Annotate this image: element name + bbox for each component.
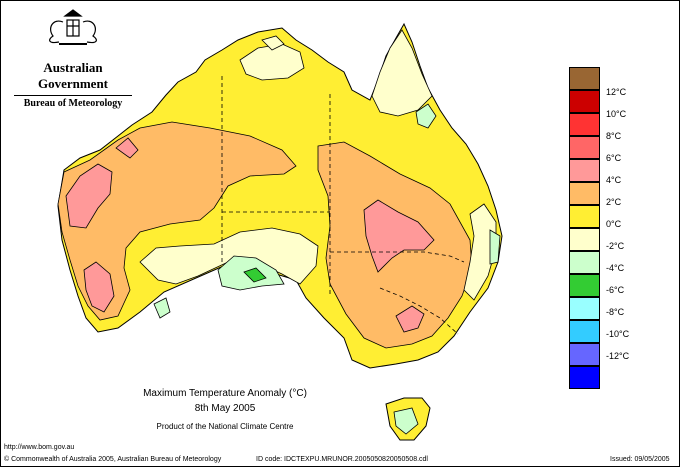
legend-swatch	[569, 343, 600, 366]
bom-url-link[interactable]: http://www.bom.gov.au	[4, 444, 75, 451]
anomaly-neg2-0-sw	[153, 297, 171, 319]
coat-of-arms-icon	[49, 9, 97, 45]
anomaly-neg2-0-queensland	[415, 103, 437, 129]
legend-swatch	[569, 136, 600, 159]
legend-swatch	[569, 228, 600, 251]
legend-swatch	[569, 274, 600, 297]
issued-date: Issued: 09/05/2005	[610, 456, 670, 463]
bom-logo-block: Australian Government Bureau of Meteorol…	[8, 12, 138, 109]
map-producer: Product of the National Climate Centre	[156, 422, 294, 431]
copyright-text: © Commonwealth of Australia 2005, Austra…	[4, 456, 222, 463]
anomaly-6-8-west	[65, 163, 113, 229]
anomaly-0-2-nw-spot	[261, 35, 285, 51]
legend-label: -6°C	[606, 285, 625, 295]
government-title: Australian Government	[37, 60, 109, 91]
legend-label: 10°C	[606, 109, 627, 119]
anomaly-4-6-west	[57, 121, 297, 321]
color-legend	[569, 67, 600, 389]
anomaly-0-2-northeast	[371, 29, 433, 117]
anomaly-0-2-northcentral	[239, 43, 305, 81]
legend-swatch	[569, 67, 600, 90]
anomaly-6-8-east	[363, 199, 435, 273]
legend-swatch	[569, 159, 600, 182]
anomaly-6-8-southwest	[83, 261, 115, 313]
legend-swatch	[569, 182, 600, 205]
anomaly-neg2-0-tasmania	[393, 407, 419, 435]
legend-label: -10°C	[606, 329, 630, 339]
anomaly-6-8-southeast	[395, 305, 425, 333]
legend-label: 6°C	[606, 153, 622, 163]
legend-swatch	[569, 366, 600, 389]
anomaly-neg2-0-east	[489, 229, 501, 265]
legend-swatch	[569, 205, 600, 228]
legend-label: -4°C	[606, 263, 625, 273]
legend-label: 2°C	[606, 197, 622, 207]
state-borders	[221, 76, 465, 335]
legend-swatch	[569, 320, 600, 343]
map-title: Maximum Temperature Anomaly (°C)	[143, 388, 307, 399]
legend-swatch	[569, 90, 600, 113]
logo-divider	[14, 95, 132, 96]
anomaly-neg4-neg2-bight	[243, 267, 267, 283]
legend-label: -2°C	[606, 241, 625, 251]
legend-label: 8°C	[606, 131, 622, 141]
anomaly-0-2-eastcoast	[463, 203, 497, 301]
legend-label: -8°C	[606, 307, 625, 317]
legend-swatch	[569, 297, 600, 320]
id-code-text: ID code: IDCTEXPU.MRUNOR.200505082005050…	[256, 456, 428, 463]
legend-swatch	[569, 113, 600, 136]
bureau-title: Bureau of Meteorology	[23, 98, 123, 109]
legend-swatch	[569, 251, 600, 274]
legend-label: 4°C	[606, 175, 622, 185]
anomaly-6-8-northwest	[115, 137, 139, 159]
map-date: 8th May 2005	[194, 403, 256, 414]
legend-label: 12°C	[606, 87, 627, 97]
legend-label: -12°C	[606, 351, 630, 361]
legend-label: 0°C	[606, 219, 622, 229]
